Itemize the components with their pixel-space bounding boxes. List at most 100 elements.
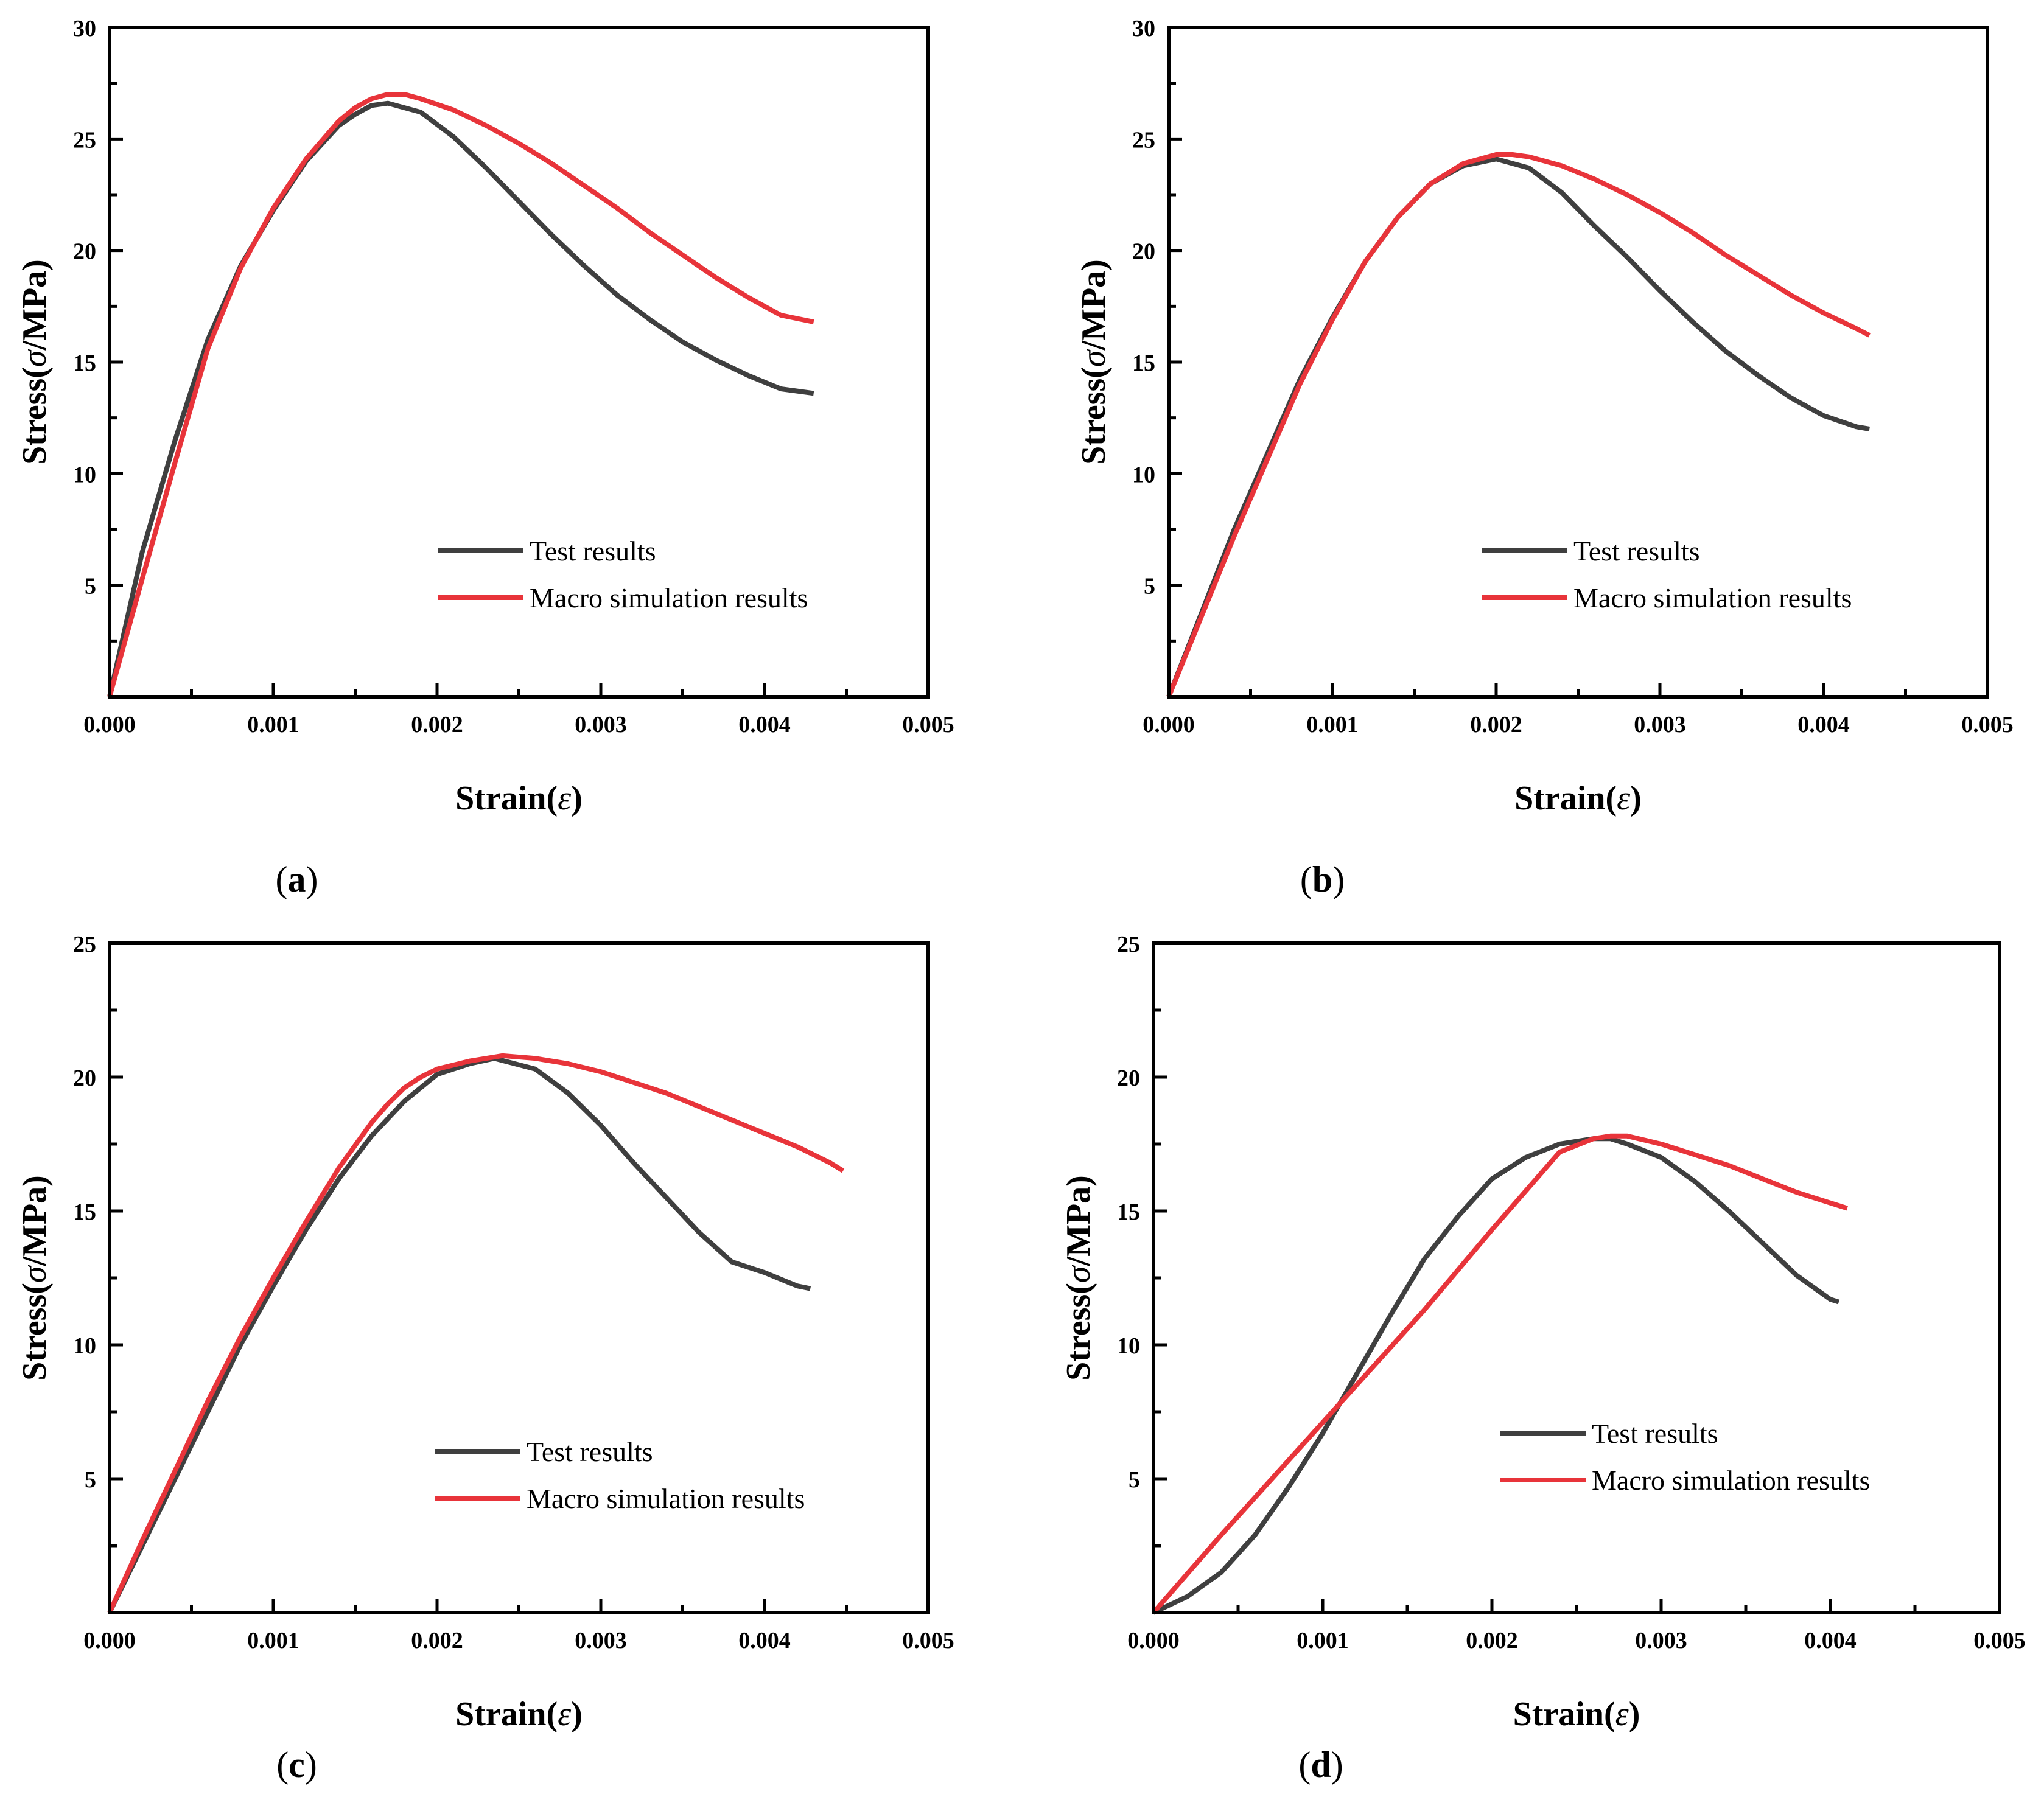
y-axis-label: Stress(: [1060, 1283, 1097, 1381]
y-tick-label: 25: [1117, 932, 1140, 957]
y-axis-symbol: σ: [1075, 349, 1113, 367]
panel-caption-close: ): [306, 859, 318, 899]
y-axis-label: Stress(: [1075, 367, 1113, 465]
panel-caption: (d): [1298, 1745, 1343, 1785]
y-axis-unit: /MPa): [1060, 1175, 1097, 1266]
x-tick-label: 0.000: [1143, 712, 1195, 738]
y-tick-label: 10: [1117, 1333, 1140, 1359]
y-axis-title: Stress(σ/MPa): [16, 1175, 54, 1381]
legend-label: Macro simulation results: [1592, 1465, 1870, 1496]
x-axis-label: Strain(: [455, 780, 558, 817]
x-axis-close: ): [1629, 1695, 1640, 1733]
plot-frame: [108, 941, 930, 1614]
x-axis-close: ): [1630, 780, 1642, 817]
y-axis-unit: /MPa): [1075, 259, 1113, 351]
y-tick-label: 25: [1132, 127, 1155, 153]
x-axis-symbol: ε: [558, 1695, 572, 1733]
y-axis-label: Stress(: [16, 1283, 54, 1381]
y-tick-label: 20: [1117, 1066, 1140, 1091]
x-tick-label: 0.000: [83, 1628, 136, 1653]
x-tick-label: 0.002: [1470, 712, 1522, 738]
panel-caption-close: ): [305, 1745, 317, 1785]
y-tick-label: 10: [1132, 462, 1155, 487]
x-tick-label: 0.005: [1961, 712, 2014, 738]
panel-caption-letter: d: [1311, 1745, 1331, 1785]
panel-caption: (b): [1300, 859, 1345, 899]
legend-label: Macro simulation results: [1573, 582, 1852, 613]
panel-caption: (a): [276, 859, 318, 899]
test-results-line: [1152, 1136, 1840, 1615]
panel-caption: (c): [276, 1745, 317, 1785]
x-axis-symbol: ε: [1617, 780, 1631, 817]
x-axis-close: ): [571, 780, 583, 817]
y-tick-label: 5: [85, 1467, 96, 1493]
test-results-line: [1166, 156, 1870, 698]
macro-simulation-line: [107, 1053, 845, 1614]
x-tick-label: 0.001: [1306, 712, 1359, 738]
x-axis-label: Strain(: [455, 1695, 558, 1733]
x-axis-title: Strain(ε): [455, 1695, 583, 1733]
macro-simulation-line: [107, 92, 814, 698]
y-tick-label: 25: [73, 932, 96, 957]
y-tick-label: 5: [1144, 574, 1155, 599]
legend-label: Test results: [530, 536, 656, 567]
x-tick-label: 0.003: [1634, 712, 1686, 738]
legend-label: Test results: [1592, 1418, 1718, 1449]
x-axis-title: Strain(ε): [1514, 780, 1642, 817]
y-axis-label: Stress(: [16, 367, 54, 465]
x-axis-label: Strain(: [1514, 780, 1617, 817]
y-tick-label: 15: [1132, 351, 1155, 376]
x-tick-label: 0.003: [575, 712, 627, 738]
chart-panel-d: 0.000 0.001 0.002 0.003 0.004 0.005 5 10 15 20 25 T…: [1060, 932, 2026, 1785]
legend: Test results Macro simulation results: [1500, 1418, 1870, 1496]
x-axis-symbol: ε: [1615, 1695, 1629, 1733]
y-axis-unit: /MPa): [16, 259, 54, 351]
y-axis-title: Stress(σ/MPa): [1060, 1175, 1097, 1381]
x-tick-label: 0.002: [1466, 1628, 1518, 1653]
x-tick-label: 0.001: [247, 1628, 299, 1653]
x-axis-title: Strain(ε): [455, 780, 583, 817]
legend: Test results Macro simulation results: [1482, 536, 1852, 613]
legend-label: Macro simulation results: [530, 582, 808, 613]
chart-panel-c: 0.000 0.001 0.002 0.003 0.004 0.005 5 10 15 20 25 T…: [16, 932, 954, 1785]
x-axis-symbol: ε: [558, 780, 572, 817]
x-tick-label: 0.004: [738, 712, 791, 738]
y-tick-label: 15: [1117, 1199, 1140, 1225]
y-tick-label: 10: [73, 1333, 96, 1359]
legend: Test results Macro simulation results: [435, 1436, 805, 1514]
x-tick-label: 0.005: [902, 1628, 954, 1653]
x-axis-close: ): [571, 1695, 583, 1733]
panel-caption-open: (: [276, 859, 288, 899]
panel-caption-close: ): [1331, 1745, 1343, 1785]
y-tick-label: 5: [1129, 1467, 1140, 1493]
test-results-line: [107, 1056, 811, 1614]
x-tick-label: 0.002: [411, 712, 463, 738]
y-tick-label: 20: [73, 239, 96, 265]
y-tick-label: 25: [73, 127, 96, 153]
y-tick-label: 15: [73, 1199, 96, 1225]
chart-panel-b: 0.000 0.001 0.002 0.003 0.004 0.005 5 10 15 20 25 3…: [1075, 16, 2014, 899]
plot-frame: [108, 26, 930, 699]
panel-caption-letter: c: [289, 1745, 305, 1785]
x-tick-label: 0.000: [83, 712, 136, 738]
y-axis-title: Stress(σ/MPa): [16, 259, 54, 465]
macro-simulation-line: [1151, 1133, 1849, 1614]
x-tick-label: 0.004: [738, 1628, 791, 1653]
y-tick-label: 10: [73, 462, 96, 487]
y-axis-symbol: σ: [1060, 1265, 1097, 1283]
panel-caption-open: (: [1300, 859, 1312, 899]
y-tick-label: 20: [73, 1066, 96, 1091]
y-tick-label: 15: [73, 351, 96, 376]
y-tick-label: 30: [1132, 16, 1155, 41]
x-tick-label: 0.004: [1797, 712, 1850, 738]
macro-simulation-line: [1166, 152, 1871, 698]
legend-label: Test results: [527, 1436, 653, 1467]
y-axis-unit: /MPa): [16, 1175, 54, 1266]
x-tick-label: 0.001: [247, 712, 299, 738]
x-axis-title: Strain(ε): [1513, 1695, 1640, 1733]
x-tick-label: 0.001: [1297, 1628, 1349, 1653]
x-tick-label: 0.002: [411, 1628, 463, 1653]
x-tick-label: 0.000: [1127, 1628, 1180, 1653]
panel-caption-open: (: [276, 1745, 289, 1785]
